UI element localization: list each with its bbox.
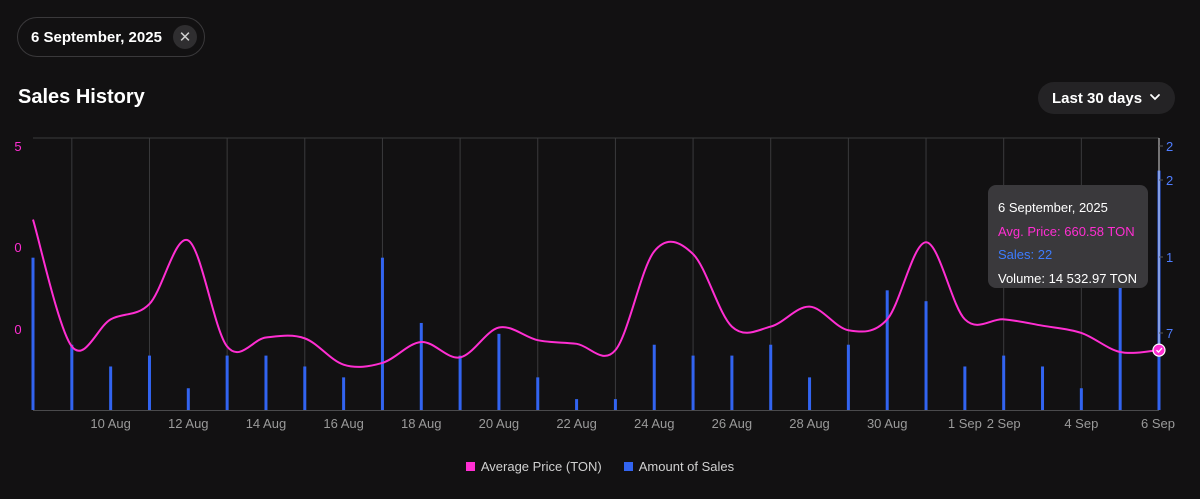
x-axis-tick-label: 24 Aug [634,416,675,431]
sales-bar[interactable] [613,399,617,410]
sales-bar[interactable] [419,322,423,410]
check-icon [1156,347,1163,354]
chart-legend: Average Price (TON) Amount of Sales [0,459,1200,474]
sales-swatch [623,462,633,471]
sales-bar[interactable] [846,344,850,410]
page-title: Sales History [18,86,145,108]
sales-bar[interactable] [264,355,268,410]
sales-bar[interactable] [70,344,74,410]
x-axis-tick-label: 12 Aug [168,416,209,431]
x-axis-tick-label: 18 Aug [401,416,442,431]
sales-bar[interactable] [730,355,734,410]
x-axis-tick-label: 28 Aug [789,416,830,431]
sales-bar[interactable] [342,377,346,410]
sales-bar[interactable] [1118,257,1122,410]
sales-bar[interactable] [924,301,928,410]
right-axis-tick-label: 2 [1166,139,1173,154]
x-axis-tick-label: 14 Aug [246,416,287,431]
date-filter-label: 6 September, 2025 [31,28,162,46]
range-dropdown[interactable]: Last 30 days [1038,82,1175,114]
x-axis-tick-label: 20 Aug [479,416,520,431]
right-axis-tick-label: 1 [1166,250,1173,265]
sales-bar[interactable] [380,257,384,410]
tooltip-date: 6 September, 2025 [998,200,1108,215]
sales-bar[interactable] [458,355,462,410]
sales-bar[interactable] [1041,366,1045,410]
price-swatch [465,462,475,471]
chart-tooltip: 6 September, 2025 Avg. Price: 660.58 TON… [988,185,1148,288]
tooltip-volume: Volume: 14 532.97 TON [998,270,1138,286]
sales-bar[interactable] [1079,388,1083,410]
x-axis-tick-label: 1 Sep [948,416,982,431]
legend-sales-label: Amount of Sales [638,459,735,474]
sales-history-chart[interactable]: 5 0 0 2 2 1 7 10 Aug 12 Aug 14 Aug 16 Aug 18 Aug 20 … [0,0,1200,450]
sales-bar[interactable] [769,344,773,410]
left-axis-tick-label: 0 [14,240,21,255]
date-filter-chip[interactable]: 6 September, 2025 ✕ [17,17,205,57]
right-axis-tick-label: 2 [1166,173,1173,188]
tooltip-sales: Sales: 22 [998,247,1053,262]
sales-bar[interactable] [652,344,656,410]
sales-bar[interactable] [1002,355,1006,410]
x-axis-tick-label: 4 Sep [1064,416,1098,431]
sales-bar[interactable] [497,333,501,410]
sales-bar[interactable] [885,290,889,410]
x-axis-tick-label: 26 Aug [712,416,753,431]
sales-bar[interactable] [303,366,307,410]
price-line [32,219,1160,368]
sales-bar[interactable] [31,257,35,410]
legend-item-price[interactable]: Average Price (TON) [465,459,602,474]
close-icon[interactable]: ✕ [173,25,197,49]
legend-item-sales[interactable]: Amount of Sales [623,459,735,474]
sales-bar[interactable] [536,377,540,410]
x-axis-tick-label: 2 Sep [987,416,1021,431]
right-axis-tick-label: 7 [1166,326,1173,341]
chevron-down-icon [1150,94,1160,101]
sales-bar[interactable] [109,366,113,410]
sales-bar[interactable] [186,388,190,410]
left-axis-tick-label: 0 [14,322,21,337]
sales-bar[interactable] [575,399,579,410]
left-axis-tick-label: 5 [14,139,21,154]
range-dropdown-label: Last 30 days [1052,89,1143,107]
sales-bar[interactable] [147,355,151,410]
x-axis-tick-label: 6 Sep [1141,416,1175,431]
x-axis-tick-label: 22 Aug [556,416,597,431]
sales-bar[interactable] [963,366,967,410]
sales-bar[interactable] [225,355,229,410]
x-axis-tick-label: 30 Aug [867,416,908,431]
sales-bar[interactable] [691,355,695,410]
x-axis-tick-label: 16 Aug [323,416,364,431]
tooltip-price: Avg. Price: 660.58 TON [998,223,1135,239]
legend-price-label: Average Price (TON) [480,459,602,474]
sales-bar[interactable] [808,377,812,410]
x-axis-tick-label: 10 Aug [90,416,131,431]
price-point-marker[interactable] [1152,343,1166,357]
